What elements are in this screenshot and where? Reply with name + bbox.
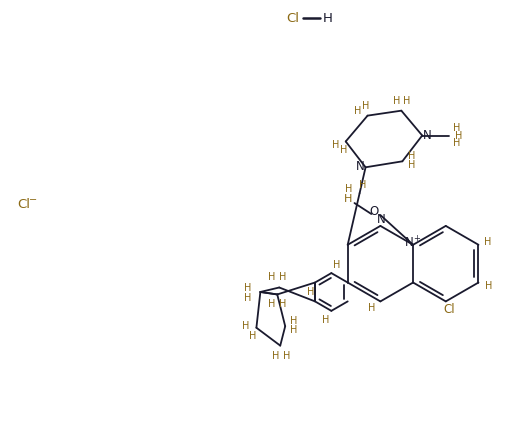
Text: H: H [362,101,369,111]
Text: H: H [354,106,361,116]
Text: H: H [453,138,461,149]
Text: N: N [423,129,431,142]
Text: H: H [244,283,251,293]
Text: Cl: Cl [443,303,454,316]
Text: O: O [370,206,379,219]
Text: H: H [393,96,400,106]
Text: H: H [268,299,275,309]
Text: H: H [344,194,353,204]
Text: H: H [485,281,492,290]
Text: H: H [322,315,329,325]
Text: H: H [279,272,286,281]
Text: H: H [332,141,339,150]
Text: −: − [29,195,38,205]
Text: N: N [377,214,386,227]
Text: H: H [282,351,290,360]
Text: H: H [407,151,415,161]
Text: H: H [453,122,461,133]
Text: Cl: Cl [286,12,299,25]
Text: H: H [268,272,275,281]
Text: H: H [345,184,353,194]
Text: H: H [244,293,251,303]
Text: H: H [340,146,347,155]
Text: N: N [356,160,365,173]
Text: H: H [249,331,256,341]
Text: H: H [333,260,340,270]
Text: N: N [405,236,414,249]
Text: H: H [271,351,279,360]
Text: H: H [484,237,491,247]
Text: H: H [290,325,298,335]
Text: +: + [414,234,420,243]
Text: H: H [242,321,249,331]
Text: H: H [403,96,410,106]
Text: H: H [368,303,375,314]
Text: H: H [323,12,333,25]
Text: H: H [407,160,415,170]
Text: H: H [456,130,463,141]
Text: H: H [359,180,366,190]
Text: H: H [279,299,286,309]
Text: H: H [290,316,298,326]
Text: H: H [308,287,315,298]
Text: Cl: Cl [17,197,30,211]
